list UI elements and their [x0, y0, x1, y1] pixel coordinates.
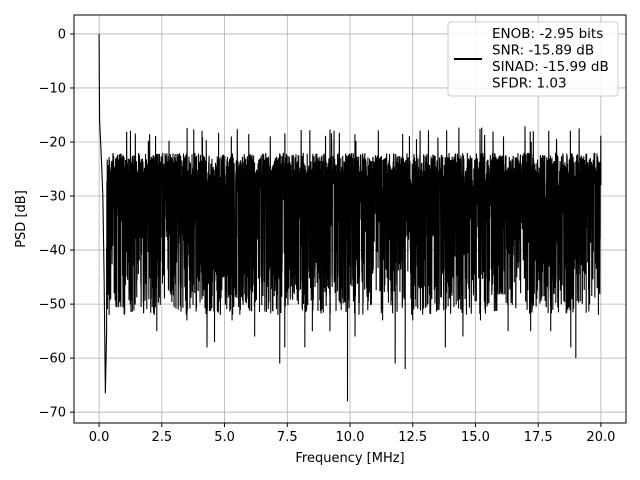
legend-box	[447, 21, 619, 97]
y-tick-label: −70	[39, 406, 66, 421]
legend-enob: ENOB: -2.95 bits	[492, 26, 603, 42]
y-axis-label: PSD [dB]	[14, 190, 29, 248]
legend-sinad: SINAD: -15.99 dB	[492, 59, 609, 75]
x-tick-label: 12.5	[398, 430, 427, 445]
x-axis-label: Frequency [MHz]	[295, 451, 404, 466]
y-tick-label: −60	[39, 352, 66, 367]
legend-sfdr: SFDR: 1.03	[492, 76, 567, 92]
y-tick-label: 0	[58, 27, 66, 42]
y-tick-label: −40	[39, 244, 66, 259]
x-tick-label: 7.5	[277, 430, 298, 445]
legend-snr: SNR: -15.89 dB	[492, 43, 594, 59]
x-tick-label: 0.0	[89, 430, 110, 445]
x-tick-label: 5.0	[214, 430, 235, 445]
legend: ENOB: -2.95 bits SNR: -15.89 dB SINAD: -…	[447, 21, 619, 97]
x-tick-label: 2.5	[151, 430, 172, 445]
y-tick-label: −30	[39, 190, 66, 205]
x-tick-label: 20.0	[586, 430, 615, 445]
y-tick-label: −50	[39, 298, 66, 313]
series-line	[98, 33, 602, 402]
x-tick-label: 17.5	[524, 430, 553, 445]
x-tick-label: 10.0	[336, 430, 365, 445]
x-axis-ticks: 0.0 2.5 5.0 7.5 10.0 12.5 15.0 17.5 20.0	[89, 423, 615, 445]
plot-area	[98, 33, 602, 402]
y-tick-label: −20	[39, 135, 66, 150]
y-axis-ticks: 0 −10 −20 −30 −40 −50 −60 −70	[39, 27, 74, 421]
x-tick-label: 15.0	[461, 430, 490, 445]
y-tick-label: −10	[39, 81, 66, 96]
